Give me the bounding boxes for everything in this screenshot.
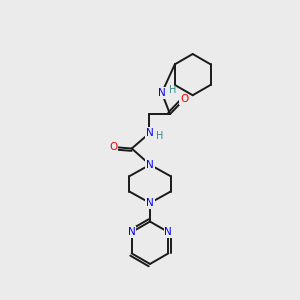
Text: H: H xyxy=(169,85,177,95)
Text: N: N xyxy=(128,227,136,237)
Text: O: O xyxy=(110,142,118,152)
Text: N: N xyxy=(146,198,154,208)
Text: O: O xyxy=(180,94,188,104)
Text: N: N xyxy=(146,128,153,138)
Text: N: N xyxy=(158,88,166,98)
Text: N: N xyxy=(164,227,172,237)
Text: H: H xyxy=(157,130,164,141)
Text: N: N xyxy=(146,160,154,170)
